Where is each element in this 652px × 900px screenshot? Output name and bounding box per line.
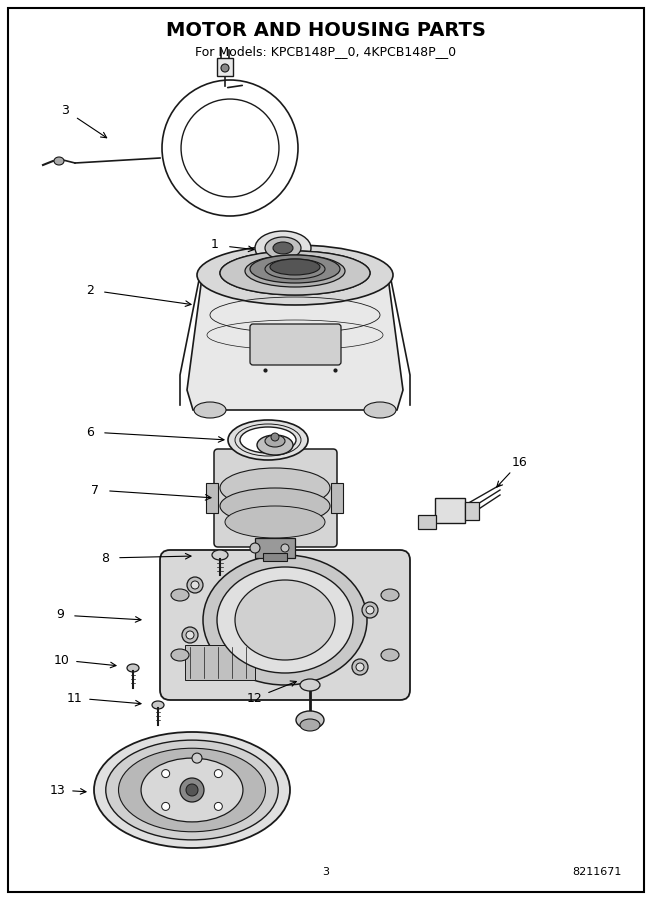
Circle shape [356,663,364,671]
Ellipse shape [265,435,285,447]
Circle shape [352,659,368,675]
Ellipse shape [220,251,370,295]
Ellipse shape [250,255,340,283]
Circle shape [221,64,229,72]
Ellipse shape [127,664,139,672]
Bar [263,553,287,561]
Ellipse shape [171,649,189,661]
Circle shape [187,577,203,593]
Circle shape [366,606,374,614]
Ellipse shape [364,402,396,418]
Ellipse shape [225,506,325,538]
Ellipse shape [240,427,296,453]
Text: 1: 1 [211,238,219,251]
Ellipse shape [220,468,330,508]
Circle shape [250,543,260,553]
Text: 8211671: 8211671 [572,867,622,877]
Ellipse shape [381,589,399,601]
Ellipse shape [300,719,320,731]
Ellipse shape [194,402,226,418]
Ellipse shape [228,420,308,460]
Bar [255,538,295,558]
FancyBboxPatch shape [214,449,337,547]
FancyBboxPatch shape [250,324,341,365]
Circle shape [362,602,378,618]
Ellipse shape [171,589,189,601]
Ellipse shape [257,435,293,455]
Ellipse shape [245,255,345,287]
Circle shape [271,433,279,441]
Ellipse shape [94,732,290,848]
Ellipse shape [54,157,64,165]
Bar [465,502,479,520]
FancyBboxPatch shape [160,550,410,700]
Polygon shape [187,277,403,410]
Circle shape [191,581,199,589]
Circle shape [182,627,198,643]
Ellipse shape [119,748,265,832]
Ellipse shape [200,247,390,303]
Ellipse shape [235,580,335,660]
Ellipse shape [265,259,325,279]
Polygon shape [185,645,255,680]
Ellipse shape [300,679,320,691]
Text: 13: 13 [50,784,66,796]
Text: 10: 10 [54,653,70,667]
Ellipse shape [197,245,393,305]
Text: 9: 9 [56,608,64,622]
Bar [206,483,218,513]
Text: For Models: KPCB148P__0, 4KPCB148P__0: For Models: KPCB148P__0, 4KPCB148P__0 [196,46,456,58]
Text: 8: 8 [101,552,109,564]
Ellipse shape [152,701,164,709]
Bar [418,515,436,529]
Text: 12: 12 [247,691,263,705]
Ellipse shape [255,231,311,265]
Text: 11: 11 [67,691,83,705]
Text: 6: 6 [86,426,94,438]
Text: 16: 16 [512,455,528,469]
Ellipse shape [141,758,243,822]
Bar [331,483,343,513]
Circle shape [281,544,289,552]
Ellipse shape [212,550,228,560]
Ellipse shape [296,711,324,729]
Ellipse shape [273,242,293,254]
Bar [435,498,465,523]
Ellipse shape [220,251,370,295]
Circle shape [215,803,222,810]
Text: 2: 2 [86,284,94,296]
Circle shape [180,778,204,802]
Circle shape [162,803,170,810]
Circle shape [186,631,194,639]
Ellipse shape [203,555,367,685]
Ellipse shape [106,740,278,840]
Text: 3: 3 [323,867,329,877]
Ellipse shape [217,567,353,673]
Ellipse shape [220,488,330,524]
Ellipse shape [270,259,320,275]
Circle shape [192,753,202,763]
Circle shape [186,784,198,796]
Ellipse shape [381,649,399,661]
Ellipse shape [265,237,301,259]
Bar [217,58,233,76]
Text: MOTOR AND HOUSING PARTS: MOTOR AND HOUSING PARTS [166,21,486,40]
Circle shape [162,770,170,778]
Text: 3: 3 [61,104,69,116]
Circle shape [215,770,222,778]
Text: 7: 7 [91,483,99,497]
